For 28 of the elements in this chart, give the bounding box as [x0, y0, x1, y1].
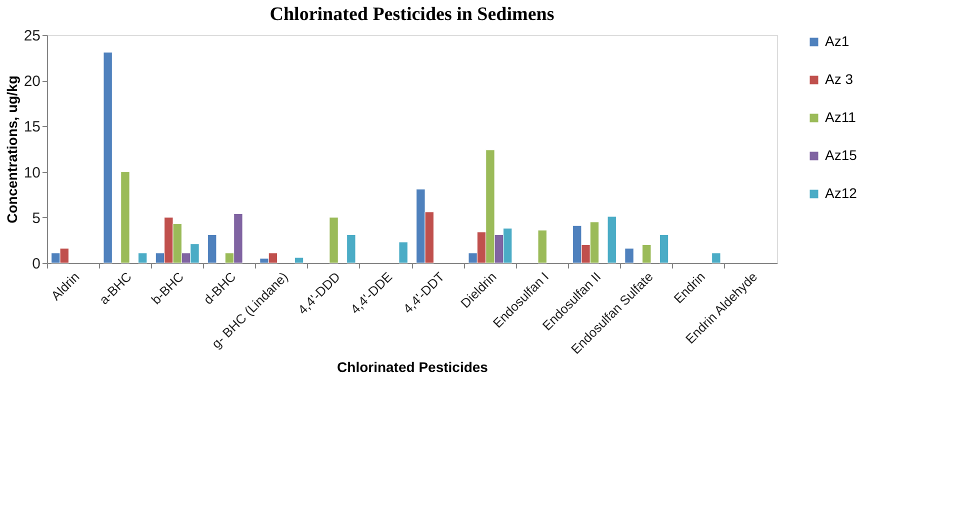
bar: [607, 216, 616, 264]
y-tick-label: 10: [24, 164, 40, 182]
bar: [346, 234, 356, 264]
x-axis-title: Chlorinated Pesticides: [337, 358, 488, 375]
legend-label: Az1: [825, 33, 850, 49]
bar: [120, 172, 130, 264]
y-tick-label: 25: [24, 28, 40, 44]
y-tick-label: 5: [32, 210, 40, 227]
y-tick-label: 0: [32, 256, 40, 272]
y-tick-label: 15: [24, 118, 40, 136]
legend-label: Az11: [825, 109, 856, 125]
bar: [624, 248, 634, 264]
bar: [659, 234, 669, 264]
bar: [208, 234, 217, 264]
bar: [103, 52, 112, 264]
legend-label: Az 3: [825, 71, 854, 87]
bar: [329, 217, 338, 264]
bar: [538, 230, 547, 264]
chart-title: Chlorinated Pesticides in Sedimens: [270, 4, 554, 25]
y-tick-label: 20: [24, 73, 40, 90]
bar: [712, 252, 721, 264]
bar: [642, 244, 652, 264]
y-axis-title: Concentrations, ug/kg: [4, 76, 20, 224]
bar: [294, 257, 304, 264]
bar: [398, 242, 408, 264]
bar: [138, 252, 148, 264]
legend-label: Az15: [825, 147, 858, 163]
legend-label: Az12: [825, 185, 858, 201]
